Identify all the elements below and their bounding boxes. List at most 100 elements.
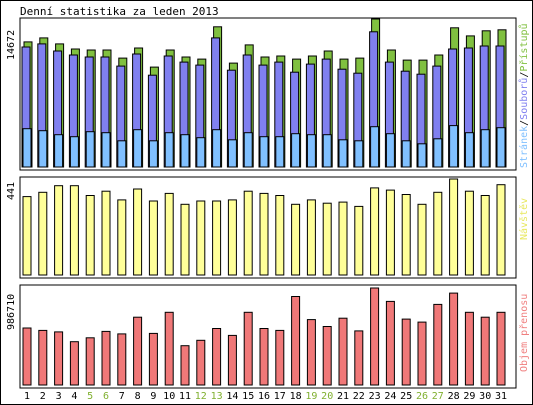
day-label: 3 [56,391,62,402]
kbytes-bar [354,330,364,386]
kbytes-bar [291,296,301,386]
day-label: 23 [369,391,381,402]
pages-bar [101,132,111,168]
figure-title: Denní statistika za leden 2013 [20,5,219,18]
day-label: 16 [258,391,270,402]
visits-bar [196,200,206,276]
kbytes-bar [148,332,158,386]
visits-bar [385,189,395,276]
day-label: 6 [103,391,109,402]
kbytes-bar [196,339,206,386]
pages-bar [196,137,206,168]
legend-files: Souborů [518,78,530,120]
pages-bar [38,130,48,168]
pages-bar [370,126,380,168]
pages-bar [212,129,222,168]
visits-bar [417,203,427,276]
visits-bar [259,192,269,276]
visits-bars [22,178,506,276]
legend-sep-2: / [519,72,530,78]
visits-bar [180,203,190,276]
hits-ymax-label: 14672 [6,30,17,60]
legend-pages: Stránek [518,126,530,168]
visits-bar [370,187,380,276]
day-label: 15 [242,391,254,402]
pages-bar [164,132,174,168]
kbytes-bar [306,319,316,386]
day-label: 5 [87,391,93,402]
day-label: 7 [119,391,125,402]
visits-bar [243,190,253,276]
kbytes-bar [212,328,222,386]
pages-bar [54,134,64,168]
pages-bar [480,129,490,168]
kbytes-bar [38,329,48,386]
pages-bar [85,131,95,168]
kbytes-bar [385,300,395,386]
visits-bar [464,190,474,276]
kbytes-bar [449,292,459,386]
pages-bar [433,138,443,168]
day-label: 4 [71,391,77,402]
kbytes-bar [54,331,64,386]
hits-bars [21,18,507,168]
pages-bar [449,125,459,168]
day-labels: 1 2 3 4 5 6 7 8 9 10 11 12 13 14 15 16 17 18 19 20 21 22 23 24 2… [24,391,507,402]
kbytes-ymax-label: 986710 [6,294,17,330]
kbytes-bar [180,345,190,386]
pages-bar [338,139,348,168]
visits-bar [38,191,48,276]
kbytes-bar [433,303,443,386]
kbytes-bar [338,317,348,386]
visits-ymax-label: 441 [6,182,17,200]
visits-bar [212,200,222,276]
kbytes-bar [259,328,269,386]
visits-bar [338,201,348,276]
pages-bar [496,127,506,168]
pages-bar [69,136,79,168]
day-label: 20 [321,391,333,402]
visits-bar [148,200,158,276]
kbytes-bar [117,333,127,386]
visits-bar [306,199,316,276]
visits-bar [496,184,506,276]
day-label: 24 [384,391,396,402]
day-label: 10 [163,391,175,402]
legend-sep-1: / [519,120,530,126]
day-label: 26 [416,391,428,402]
visits-bar [480,195,490,276]
pages-bar [148,140,158,168]
day-label: 1 [24,391,30,402]
kbytes-bar [496,311,506,386]
day-label: 22 [353,391,365,402]
day-label: 19 [305,391,317,402]
day-label: 21 [337,391,349,402]
day-label: 31 [495,391,507,402]
pages-bar [22,128,32,168]
visits-bar [22,196,32,276]
kbytes-bar [417,321,427,386]
visits-bar [69,185,79,276]
pages-bar [385,133,395,168]
visits-bar [291,203,301,276]
pages-bar [259,136,269,168]
visits-bar [322,202,332,276]
visits-bar [354,205,364,276]
day-label: 18 [290,391,302,402]
day-label: 29 [463,391,475,402]
day-label: 8 [135,391,141,402]
pages-bar [291,133,301,168]
day-label: 27 [432,391,444,402]
visits-legend: Návštěv [518,198,530,240]
kbytes-bar [85,337,95,386]
visits-bar [101,190,111,276]
hits-legend: Stránek/Souborů/Přístupů [518,23,530,168]
kbytes-bar [227,334,237,386]
kbytes-bar [480,316,490,386]
day-label: 17 [274,391,286,402]
kbytes-bar [370,287,380,386]
pages-bar [133,129,143,168]
kbytes-bars [22,287,506,386]
pages-bar [306,134,316,168]
